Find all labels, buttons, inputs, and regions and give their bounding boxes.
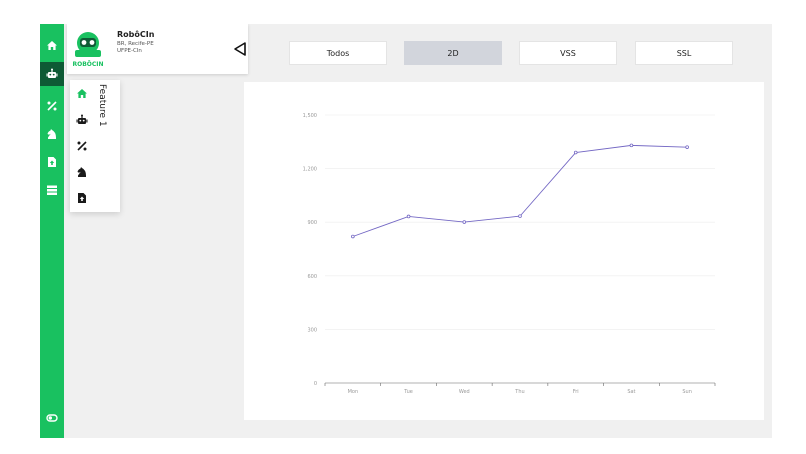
tab-label: 2D [447, 48, 459, 58]
rail-home-button[interactable] [40, 34, 64, 58]
robocin-logo: ROBÔCIN [72, 32, 104, 68]
percent-icon [47, 101, 57, 111]
app-window: ROBÔCIN RobôCIn BR, Recife-PE UFPE-CIn [40, 24, 772, 438]
data-point [629, 143, 634, 148]
data-point [518, 214, 522, 218]
brand-location: BR, Recife-PE [117, 41, 154, 47]
server-icon [47, 185, 57, 195]
robot-icon [46, 68, 58, 78]
data-point [406, 214, 411, 219]
collapse-triangle-icon[interactable] [233, 41, 247, 57]
home-icon [77, 89, 87, 98]
line-chart: 0 300 600 900 1,200 1,500 Mon Tue Wed Thu Fri Sat Su… [303, 113, 716, 395]
file-upload-icon [78, 193, 86, 203]
tab-label: VSS [560, 48, 576, 58]
y-tick-label: 1,500 [303, 113, 317, 119]
tab-todos[interactable]: Todos [289, 41, 387, 65]
side-rail [40, 24, 64, 438]
x-tick-label: Sat [627, 389, 635, 395]
flyout-chess-button[interactable] [74, 164, 90, 180]
flyout-percent-button[interactable] [74, 138, 90, 154]
rail-server-button[interactable] [40, 178, 64, 202]
rail-percent-button[interactable] [40, 94, 64, 118]
y-tick-label: 0 [314, 381, 317, 387]
tab-vss[interactable]: VSS [519, 41, 617, 65]
rail-chess-button[interactable] [40, 122, 64, 146]
brand-org: UFPE-CIn [117, 48, 142, 54]
x-tick-label: Thu [514, 389, 524, 395]
series-line [352, 144, 688, 237]
x-tick-label: Mon [348, 389, 359, 395]
flyout-feature-label: Feature 1 [97, 84, 107, 127]
y-tick-label: 900 [307, 220, 317, 226]
data-point [685, 145, 689, 149]
brand-name: RobôCIn [117, 30, 155, 39]
percent-icon [77, 141, 87, 151]
data-point [573, 150, 578, 155]
y-tick-label: 300 [307, 327, 317, 333]
flyout-home-button[interactable] [74, 86, 90, 102]
x-tick-label: Tue [403, 389, 413, 395]
svg-text:ROBÔCIN: ROBÔCIN [72, 61, 103, 68]
tab-label: Todos [326, 48, 350, 58]
flyout-icon-column [70, 80, 94, 212]
rail-robot-button[interactable] [40, 62, 64, 86]
rail-toggle-button[interactable] [40, 406, 64, 430]
tab-ssl[interactable]: SSL [635, 41, 733, 65]
data-point [351, 234, 355, 239]
file-upload-icon [48, 157, 56, 167]
chart-panel: 0 300 600 900 1,200 1,500 Mon Tue Wed Thu Fri Sat Su… [244, 82, 764, 420]
x-tick-label: Fri [573, 389, 579, 395]
toggle-icon [46, 414, 58, 422]
x-tick-label: Sun [682, 389, 692, 395]
rail-file-upload-button[interactable] [40, 150, 64, 174]
feature-flyout-menu: Feature 1 [70, 80, 120, 212]
home-icon [47, 41, 57, 50]
brand-card: ROBÔCIN RobôCIn BR, Recife-PE UFPE-CIn [67, 24, 248, 74]
x-tick-label: Wed [459, 389, 470, 395]
flyout-robot-button[interactable] [74, 112, 90, 128]
y-tick-label: 1,200 [303, 167, 317, 173]
y-tick-label: 600 [307, 274, 317, 280]
robot-icon [76, 114, 88, 124]
flyout-file-upload-button[interactable] [74, 190, 90, 206]
tab-2d[interactable]: 2D [404, 41, 502, 65]
data-point [462, 220, 467, 224]
chess-knight-icon [77, 167, 86, 177]
tab-label: SSL [676, 48, 692, 58]
chess-knight-icon [47, 129, 56, 139]
